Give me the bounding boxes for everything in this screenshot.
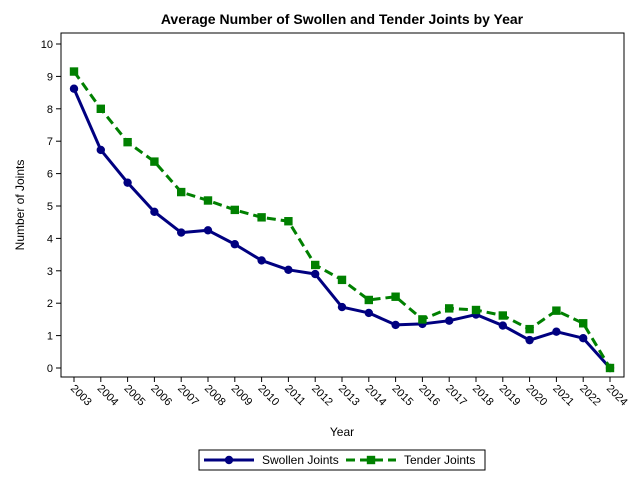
y-tick-label: 10 [41,39,53,51]
data-point-swollen-joints [552,327,561,336]
data-point-swollen-joints [69,84,79,93]
x-tick-label: 2010 [255,383,281,409]
plot-frame [60,32,625,378]
x-tick-label: 2008 [202,383,228,409]
data-point-tender-joints [284,217,293,226]
chart-title: Average Number of Swollen and Tender Joi… [161,11,524,27]
data-point-swollen-joints [337,302,347,312]
data-point-swollen-joints [257,256,266,265]
x-tick-label: 2007 [175,383,201,409]
legend-frame [198,449,486,471]
data-point-swollen-joints [284,265,293,275]
legend-marker-tender-joints [366,455,376,465]
y-tick-label: 1 [47,331,53,343]
x-tick-label: 2015 [389,383,415,409]
data-point-swollen-joints [498,321,507,330]
data-point-tender-joints [203,196,213,205]
y-tick-label: 5 [47,201,53,213]
series-layer [69,67,615,373]
data-point-tender-joints [230,205,239,215]
data-point-tender-joints [69,67,79,76]
x-tick-label: 2013 [336,383,362,409]
legend-label-tender-joints: Tender Joints [404,453,475,467]
y-tick-label: 3 [47,266,53,278]
x-tick-label: 2017 [443,383,469,409]
x-tick-label: 2020 [523,383,549,409]
data-point-tender-joints [418,315,427,324]
legend-marker-swollen-joints [224,455,234,465]
data-point-tender-joints [257,213,266,222]
y-tick-label: 9 [47,71,53,83]
data-point-swollen-joints [150,207,159,217]
data-point-tender-joints [445,304,454,313]
legend: Swollen Joints Tender Joints [198,449,486,471]
data-point-tender-joints [337,275,347,285]
x-tick-label: 2022 [577,383,603,409]
data-point-tender-joints [123,137,132,147]
data-point-swollen-joints [391,320,400,330]
y-tick-label: 2 [47,298,53,310]
data-point-tender-joints [498,311,507,320]
data-point-tender-joints [579,319,588,328]
data-point-tender-joints [177,187,186,197]
data-point-swollen-joints [203,226,213,235]
data-point-tender-joints [150,157,159,166]
x-tick-label: 2024 [604,383,630,409]
x-tick-label: 2003 [68,383,94,409]
x-tick-label: 2018 [470,383,496,409]
x-tick-label: 2009 [229,383,255,409]
data-point-tender-joints [605,363,615,373]
x-tick-label: 2004 [95,383,121,409]
x-axis: 2003 2004 2005 2006 2007 2008 2009 2010 2011 2012… [68,377,630,408]
y-axis: 0 1 2 3 4 5 6 7 8 9 10 [41,39,61,375]
x-tick-label: 2014 [363,383,389,409]
data-point-tender-joints [391,292,400,301]
y-tick-label: 4 [47,233,53,245]
data-point-tender-joints [525,324,534,334]
x-axis-label: Year [330,425,354,439]
x-tick-label: 2019 [497,383,523,409]
data-point-swollen-joints [96,145,106,155]
data-point-tender-joints [552,306,561,315]
x-tick-label: 2011 [282,383,307,408]
data-point-tender-joints [96,104,105,113]
data-point-tender-joints [471,305,481,315]
data-point-tender-joints [311,260,320,270]
legend-label-swollen-joints: Swollen Joints [262,453,339,467]
x-tick-label: 2012 [309,383,335,409]
data-point-swollen-joints [230,240,239,249]
data-point-tender-joints [364,295,373,305]
data-point-swollen-joints [525,335,534,345]
x-tick-label: 2005 [121,383,147,409]
y-tick-label: 7 [47,136,53,148]
x-tick-label: 2006 [148,383,174,409]
y-tick-label: 8 [47,104,53,116]
data-point-swollen-joints [123,178,132,187]
data-point-swollen-joints [579,333,588,343]
data-point-swollen-joints [445,316,454,325]
y-tick-label: 6 [47,169,53,181]
y-tick-label: 0 [47,363,53,375]
y-axis-label: Number of Joints [13,160,27,251]
data-point-swollen-joints [311,269,320,279]
data-point-swollen-joints [177,228,186,237]
x-tick-label: 2016 [416,383,442,409]
series-line-tender-joints [72,70,612,369]
x-tick-label: 2021 [550,383,576,409]
data-point-swollen-joints [364,308,373,318]
